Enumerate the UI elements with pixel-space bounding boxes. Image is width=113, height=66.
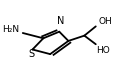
Text: S: S [28, 49, 34, 59]
Text: N: N [57, 16, 64, 26]
Text: OH: OH [97, 17, 111, 26]
Text: HO: HO [95, 46, 109, 55]
Text: H₂N: H₂N [2, 25, 19, 34]
